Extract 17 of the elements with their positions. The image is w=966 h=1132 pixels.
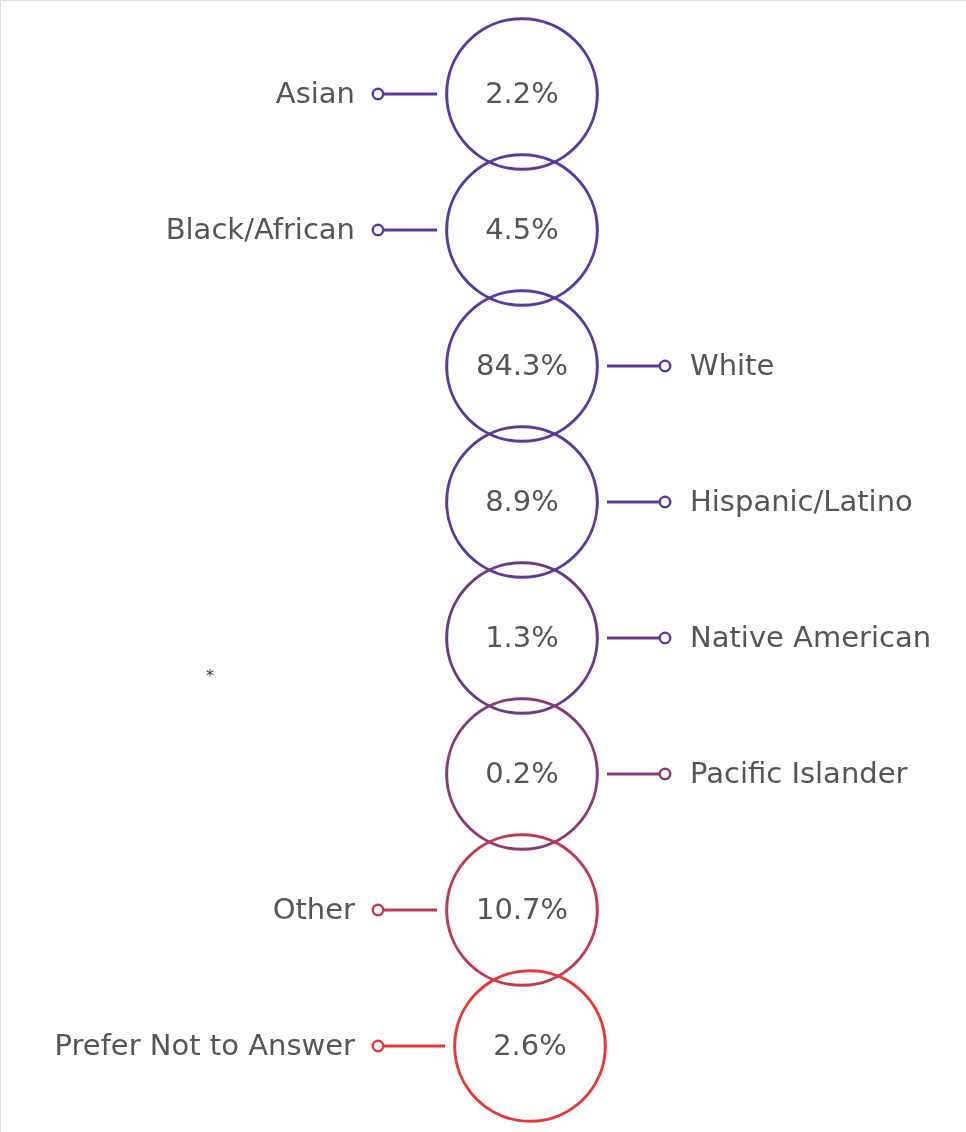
text: *	[206, 666, 214, 685]
category-label: Native American	[690, 620, 932, 654]
category-label: Asian	[275, 76, 355, 110]
data-label: 1.3%	[485, 620, 559, 654]
data-label: 4.5%	[485, 212, 559, 246]
data-label: 2.2%	[485, 76, 559, 110]
data-label: 84.3%	[475, 348, 569, 382]
data-label: 0.2%	[485, 756, 559, 790]
data-label: 10.7%	[475, 892, 569, 926]
data-label: 8.9%	[485, 484, 559, 518]
category-label: Hispanic/Latino	[690, 484, 913, 518]
category-label: Prefer Not to Answer	[54, 1028, 356, 1062]
category-label: Pacific Islander	[690, 756, 908, 790]
category-label: White	[690, 348, 775, 382]
category-label: Other	[272, 892, 356, 926]
data-label: 2.6%	[493, 1028, 567, 1062]
category-label: Black/African	[165, 212, 355, 246]
